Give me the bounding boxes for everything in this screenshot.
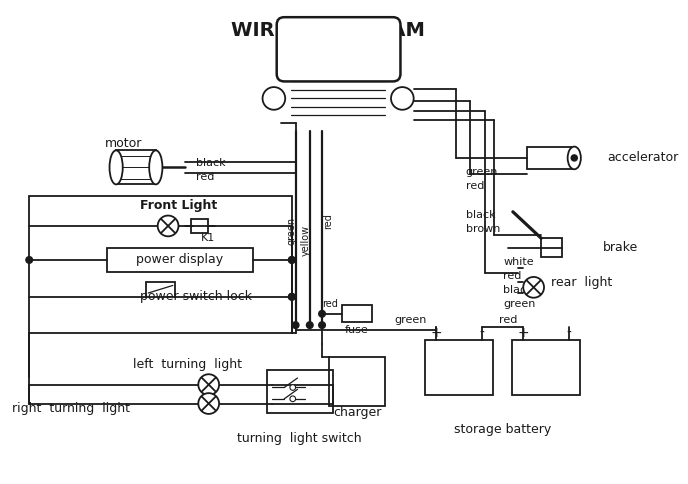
Text: right  turning  light: right turning light (12, 402, 130, 415)
Circle shape (263, 87, 286, 110)
Text: K1: K1 (201, 233, 215, 243)
Circle shape (306, 322, 313, 329)
Text: white: white (504, 257, 534, 267)
Text: red: red (322, 299, 338, 309)
Circle shape (288, 257, 295, 263)
Text: turning  light switch: turning light switch (237, 432, 362, 445)
Bar (541, 238, 562, 257)
Bar (191, 219, 208, 232)
FancyBboxPatch shape (277, 17, 400, 81)
Text: black: black (466, 210, 495, 220)
Bar (527, 147, 574, 169)
Circle shape (319, 310, 325, 317)
Text: Front Light: Front Light (140, 198, 217, 212)
Text: yellow: yellow (301, 225, 311, 256)
Circle shape (391, 87, 413, 110)
Circle shape (290, 385, 296, 390)
Text: main  controller: main controller (288, 48, 387, 61)
Text: brake: brake (603, 241, 638, 254)
Text: +: + (431, 326, 442, 340)
Text: charger: charger (333, 406, 381, 419)
Text: +: + (517, 326, 529, 340)
Text: green: green (504, 299, 536, 309)
Circle shape (292, 322, 299, 329)
Ellipse shape (149, 151, 162, 184)
Bar (147, 282, 175, 297)
Bar (107, 248, 253, 272)
Text: brown: brown (466, 224, 500, 234)
Bar (29, 196, 292, 333)
Text: red: red (499, 316, 517, 325)
Text: green: green (395, 316, 427, 325)
Ellipse shape (568, 147, 581, 169)
Text: left  turning  light: left turning light (133, 358, 242, 371)
Text: -: - (480, 326, 484, 340)
Bar (267, 370, 334, 413)
Text: red: red (323, 213, 333, 229)
Text: storage battery: storage battery (454, 423, 551, 436)
Text: red: red (504, 271, 522, 281)
Text: green: green (287, 217, 297, 245)
Text: black: black (196, 158, 226, 167)
Bar (425, 340, 493, 395)
Text: power switch lock: power switch lock (140, 290, 252, 303)
Circle shape (158, 215, 178, 236)
Circle shape (288, 293, 295, 300)
Bar (329, 357, 385, 407)
Circle shape (198, 393, 219, 414)
Circle shape (198, 374, 219, 395)
Text: red: red (196, 172, 215, 182)
Text: WIRING DIAGRAM: WIRING DIAGRAM (230, 21, 424, 40)
Circle shape (288, 257, 295, 263)
Text: black: black (504, 285, 533, 295)
Text: rear  light: rear light (550, 276, 612, 289)
Bar (342, 305, 372, 322)
Circle shape (524, 277, 544, 298)
Circle shape (290, 396, 296, 402)
Text: accelerator: accelerator (608, 151, 678, 165)
Circle shape (572, 155, 577, 161)
Circle shape (26, 257, 32, 263)
Text: motor: motor (105, 137, 142, 150)
Bar (512, 340, 580, 395)
Bar (116, 151, 155, 184)
Text: fuse: fuse (345, 325, 369, 335)
Text: -: - (566, 326, 571, 340)
Text: power display: power display (136, 254, 223, 267)
Text: red: red (466, 182, 484, 191)
Circle shape (319, 322, 325, 329)
Circle shape (288, 293, 295, 300)
Ellipse shape (109, 151, 122, 184)
Text: green: green (466, 167, 498, 177)
